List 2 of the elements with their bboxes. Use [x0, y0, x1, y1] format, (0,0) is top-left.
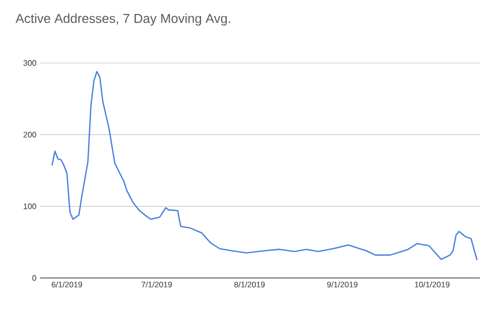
- line-series: [51, 70, 478, 261]
- chart-title: Active Addresses, 7 Day Moving Avg.: [16, 14, 230, 26]
